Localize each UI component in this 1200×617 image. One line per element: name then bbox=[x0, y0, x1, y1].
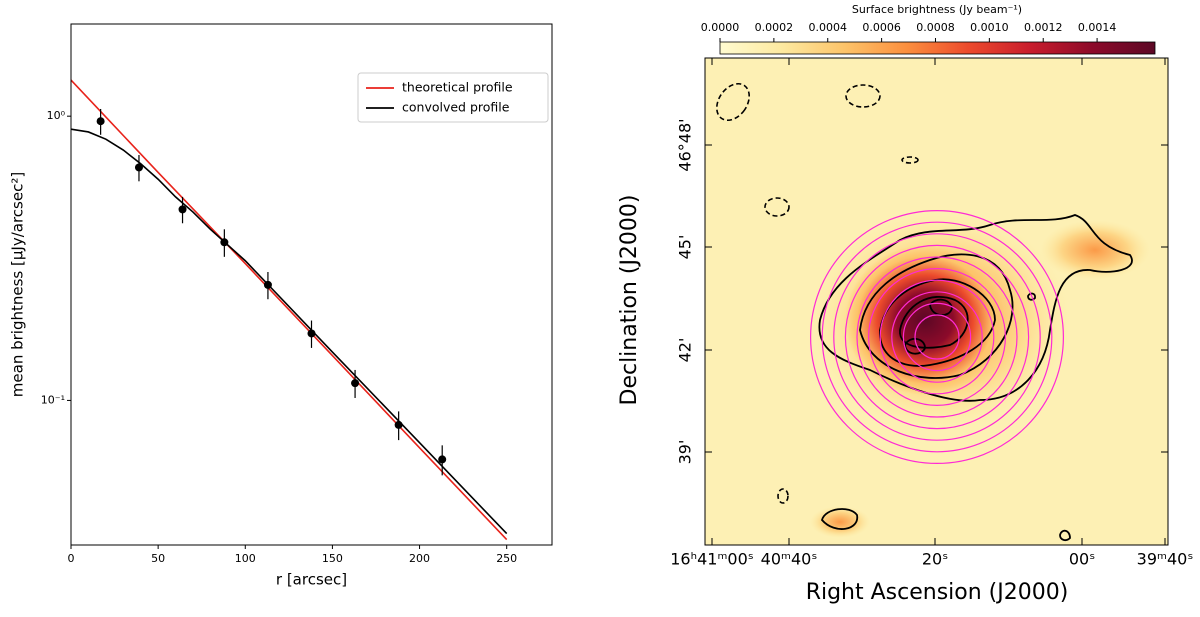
colorbar-tick-label: 0.0004 bbox=[808, 21, 847, 34]
map-image bbox=[705, 58, 1168, 545]
data-point bbox=[134, 163, 143, 172]
data-point bbox=[438, 455, 447, 464]
x-tick-label: 0 bbox=[68, 552, 75, 565]
annulus bbox=[844, 244, 1030, 430]
colorbar bbox=[719, 41, 1156, 55]
x-tick-label: 250 bbox=[496, 552, 517, 565]
data-point bbox=[178, 205, 187, 214]
colorbar-tick-label: 0.0012 bbox=[1024, 21, 1063, 34]
y-axis-label: mean brightness [μJy/arcsec²] bbox=[9, 172, 27, 397]
legend-label: theoretical profile bbox=[402, 80, 513, 95]
x-tick-label: 16ʰ41ᵐ00ˢ bbox=[670, 550, 754, 569]
colorbar-tick-label: 0.0000 bbox=[701, 21, 740, 34]
data-point bbox=[220, 238, 229, 247]
colorbar-label: Surface brightness (Jy beam⁻¹) bbox=[852, 3, 1022, 16]
x-tick-label: 00ˢ bbox=[1069, 550, 1095, 569]
map-panel: Surface brightness (Jy beam⁻¹) Right Asc… bbox=[617, 3, 1193, 605]
colorbar-tick-label: 0.0008 bbox=[916, 21, 955, 34]
annulus bbox=[879, 279, 995, 395]
annulus bbox=[833, 233, 1041, 441]
data-point bbox=[351, 379, 360, 388]
annulus bbox=[914, 314, 960, 360]
y-tick-label: 10⁻¹ bbox=[41, 393, 65, 406]
y-tick-label: 46°48' bbox=[676, 118, 695, 171]
colorbar-tick-label: 0.0002 bbox=[755, 21, 794, 34]
y-tick-label: 39' bbox=[676, 440, 695, 465]
plot-area bbox=[71, 79, 508, 541]
legend: theoretical profile convolved profile bbox=[357, 72, 549, 123]
y-tick-label: 10⁰ bbox=[47, 109, 66, 122]
colorbar-tick-label: 0.0010 bbox=[970, 21, 1009, 34]
map-frame bbox=[704, 57, 1169, 546]
x-tick-label: 100 bbox=[235, 552, 256, 565]
x-axis-label: Right Ascension (J2000) bbox=[806, 580, 1069, 605]
colorbar-tick-label: 0.0014 bbox=[1078, 21, 1117, 34]
legend-box bbox=[357, 72, 549, 123]
y-axis-label: Declination (J2000) bbox=[617, 195, 642, 406]
profile-line bbox=[71, 79, 508, 541]
colorbar-tick-label: 0.0006 bbox=[862, 21, 901, 34]
x-tick-label: 200 bbox=[409, 552, 430, 565]
data-point bbox=[96, 117, 105, 126]
profile-line bbox=[71, 128, 508, 535]
annulus bbox=[867, 268, 1006, 407]
x-tick-label: 150 bbox=[322, 552, 343, 565]
legend-label: convolved profile bbox=[402, 100, 510, 115]
data-point bbox=[394, 420, 403, 429]
x-tick-label: 40ᵐ40ˢ bbox=[761, 550, 818, 569]
annulus bbox=[856, 256, 1018, 418]
annulus bbox=[902, 302, 972, 372]
x-tick-label: 50 bbox=[151, 552, 165, 565]
x-tick-label: 39ᵐ40ˢ bbox=[1137, 550, 1194, 569]
profile-panel: 0 50 100 150 200 250 10⁰ 10⁻¹ r [arcsec] mean bri… bbox=[9, 23, 553, 589]
x-tick-label: 20ˢ bbox=[922, 550, 948, 569]
data-point bbox=[307, 329, 316, 338]
annulus bbox=[809, 210, 1064, 465]
annulus bbox=[891, 291, 983, 383]
data-point bbox=[263, 280, 272, 289]
annulus bbox=[821, 221, 1053, 453]
plot-frame bbox=[70, 23, 553, 546]
y-tick-label: 45' bbox=[676, 235, 695, 260]
x-axis-label: r [arcsec] bbox=[276, 571, 347, 589]
y-tick-label: 42' bbox=[676, 338, 695, 363]
